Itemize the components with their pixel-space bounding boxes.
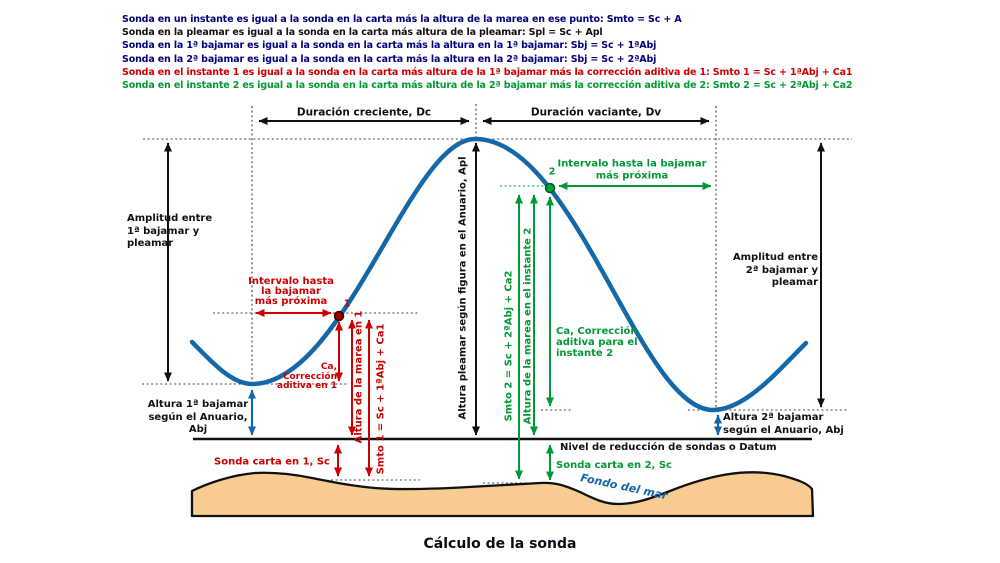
altura-bajamar1-label: Altura 1ª bajamar según el Anuario, Abj <box>147 399 249 435</box>
formula-line-6: Sonda en el instante 2 es igual a la son… <box>122 80 853 92</box>
formula-line-2: Sonda en la pleamar es igual a la sonda … <box>122 27 603 39</box>
sea-floor <box>190 471 815 518</box>
altura-pleamar-label: Altura pleamar según figura en el Anuari… <box>457 156 469 420</box>
altura-marea2-label: Altura de la marea en el instante 2 <box>522 227 534 425</box>
sonda-carta1-label: Sonda carta en 1, Sc <box>214 456 330 468</box>
smto2-label: Smto 2 = Sc + 2ªAbj + Ca2 <box>503 270 515 422</box>
ca2-label: Ca, Corrección aditiva para el instante … <box>556 326 638 359</box>
duracion-vaciante-label: Duración vaciante, Dv <box>530 106 662 119</box>
formula-line-4: Sonda en la 2ª bajamar es igual a la son… <box>122 53 657 65</box>
page-title: Cálculo de la sonda <box>423 536 577 552</box>
black-arrows <box>164 117 825 436</box>
altura-bajamar2-label: Altura 2ª bajamar según el Anuario, Abj <box>723 412 844 436</box>
red-arrows <box>255 309 373 477</box>
point-1-label: 1 <box>343 298 351 310</box>
amplitud2-label: Amplitud entre 2ª bajamar y pleamar <box>732 252 818 288</box>
duracion-creciente-label: Duración creciente, Dc <box>296 106 432 119</box>
formula-block: Sonda en un instante es igual a la sonda… <box>122 13 852 92</box>
amplitud1-label: Amplitud entre 1ª bajamar y pleamar <box>127 213 213 249</box>
blue-arrows <box>248 389 722 436</box>
ca1-label: Ca, Corrección aditiva en 1 <box>277 362 337 391</box>
intervalo2-label: Intervalo hasta la bajamar más próxima <box>557 158 707 182</box>
point-2-dot <box>544 182 556 194</box>
point-1-dot <box>333 310 345 322</box>
sonda-carta2-label: Sonda carta en 2, Sc <box>556 460 672 471</box>
green-arrows <box>515 182 712 481</box>
point-2-label: 2 <box>548 166 556 178</box>
intervalo1-label: Intervalo hasta la bajamar más próxima <box>248 276 334 307</box>
tide-curve <box>189 136 809 413</box>
formula-line-1: Sonda en un instante es igual a la sonda… <box>122 14 682 25</box>
smto1-label: Smto 1 = Sc + 1ªAbj + Ca1 <box>375 323 387 475</box>
datum-label: Nivel de reducción de sondas o Datum <box>560 442 777 453</box>
altura-marea1-label: Altura de la marea en 1 <box>353 310 365 444</box>
formula-line-5: Sonda en el instante 1 es igual a la son… <box>122 66 853 78</box>
formula-line-3: Sonda en la 1ª bajamar es igual a la son… <box>122 40 657 52</box>
